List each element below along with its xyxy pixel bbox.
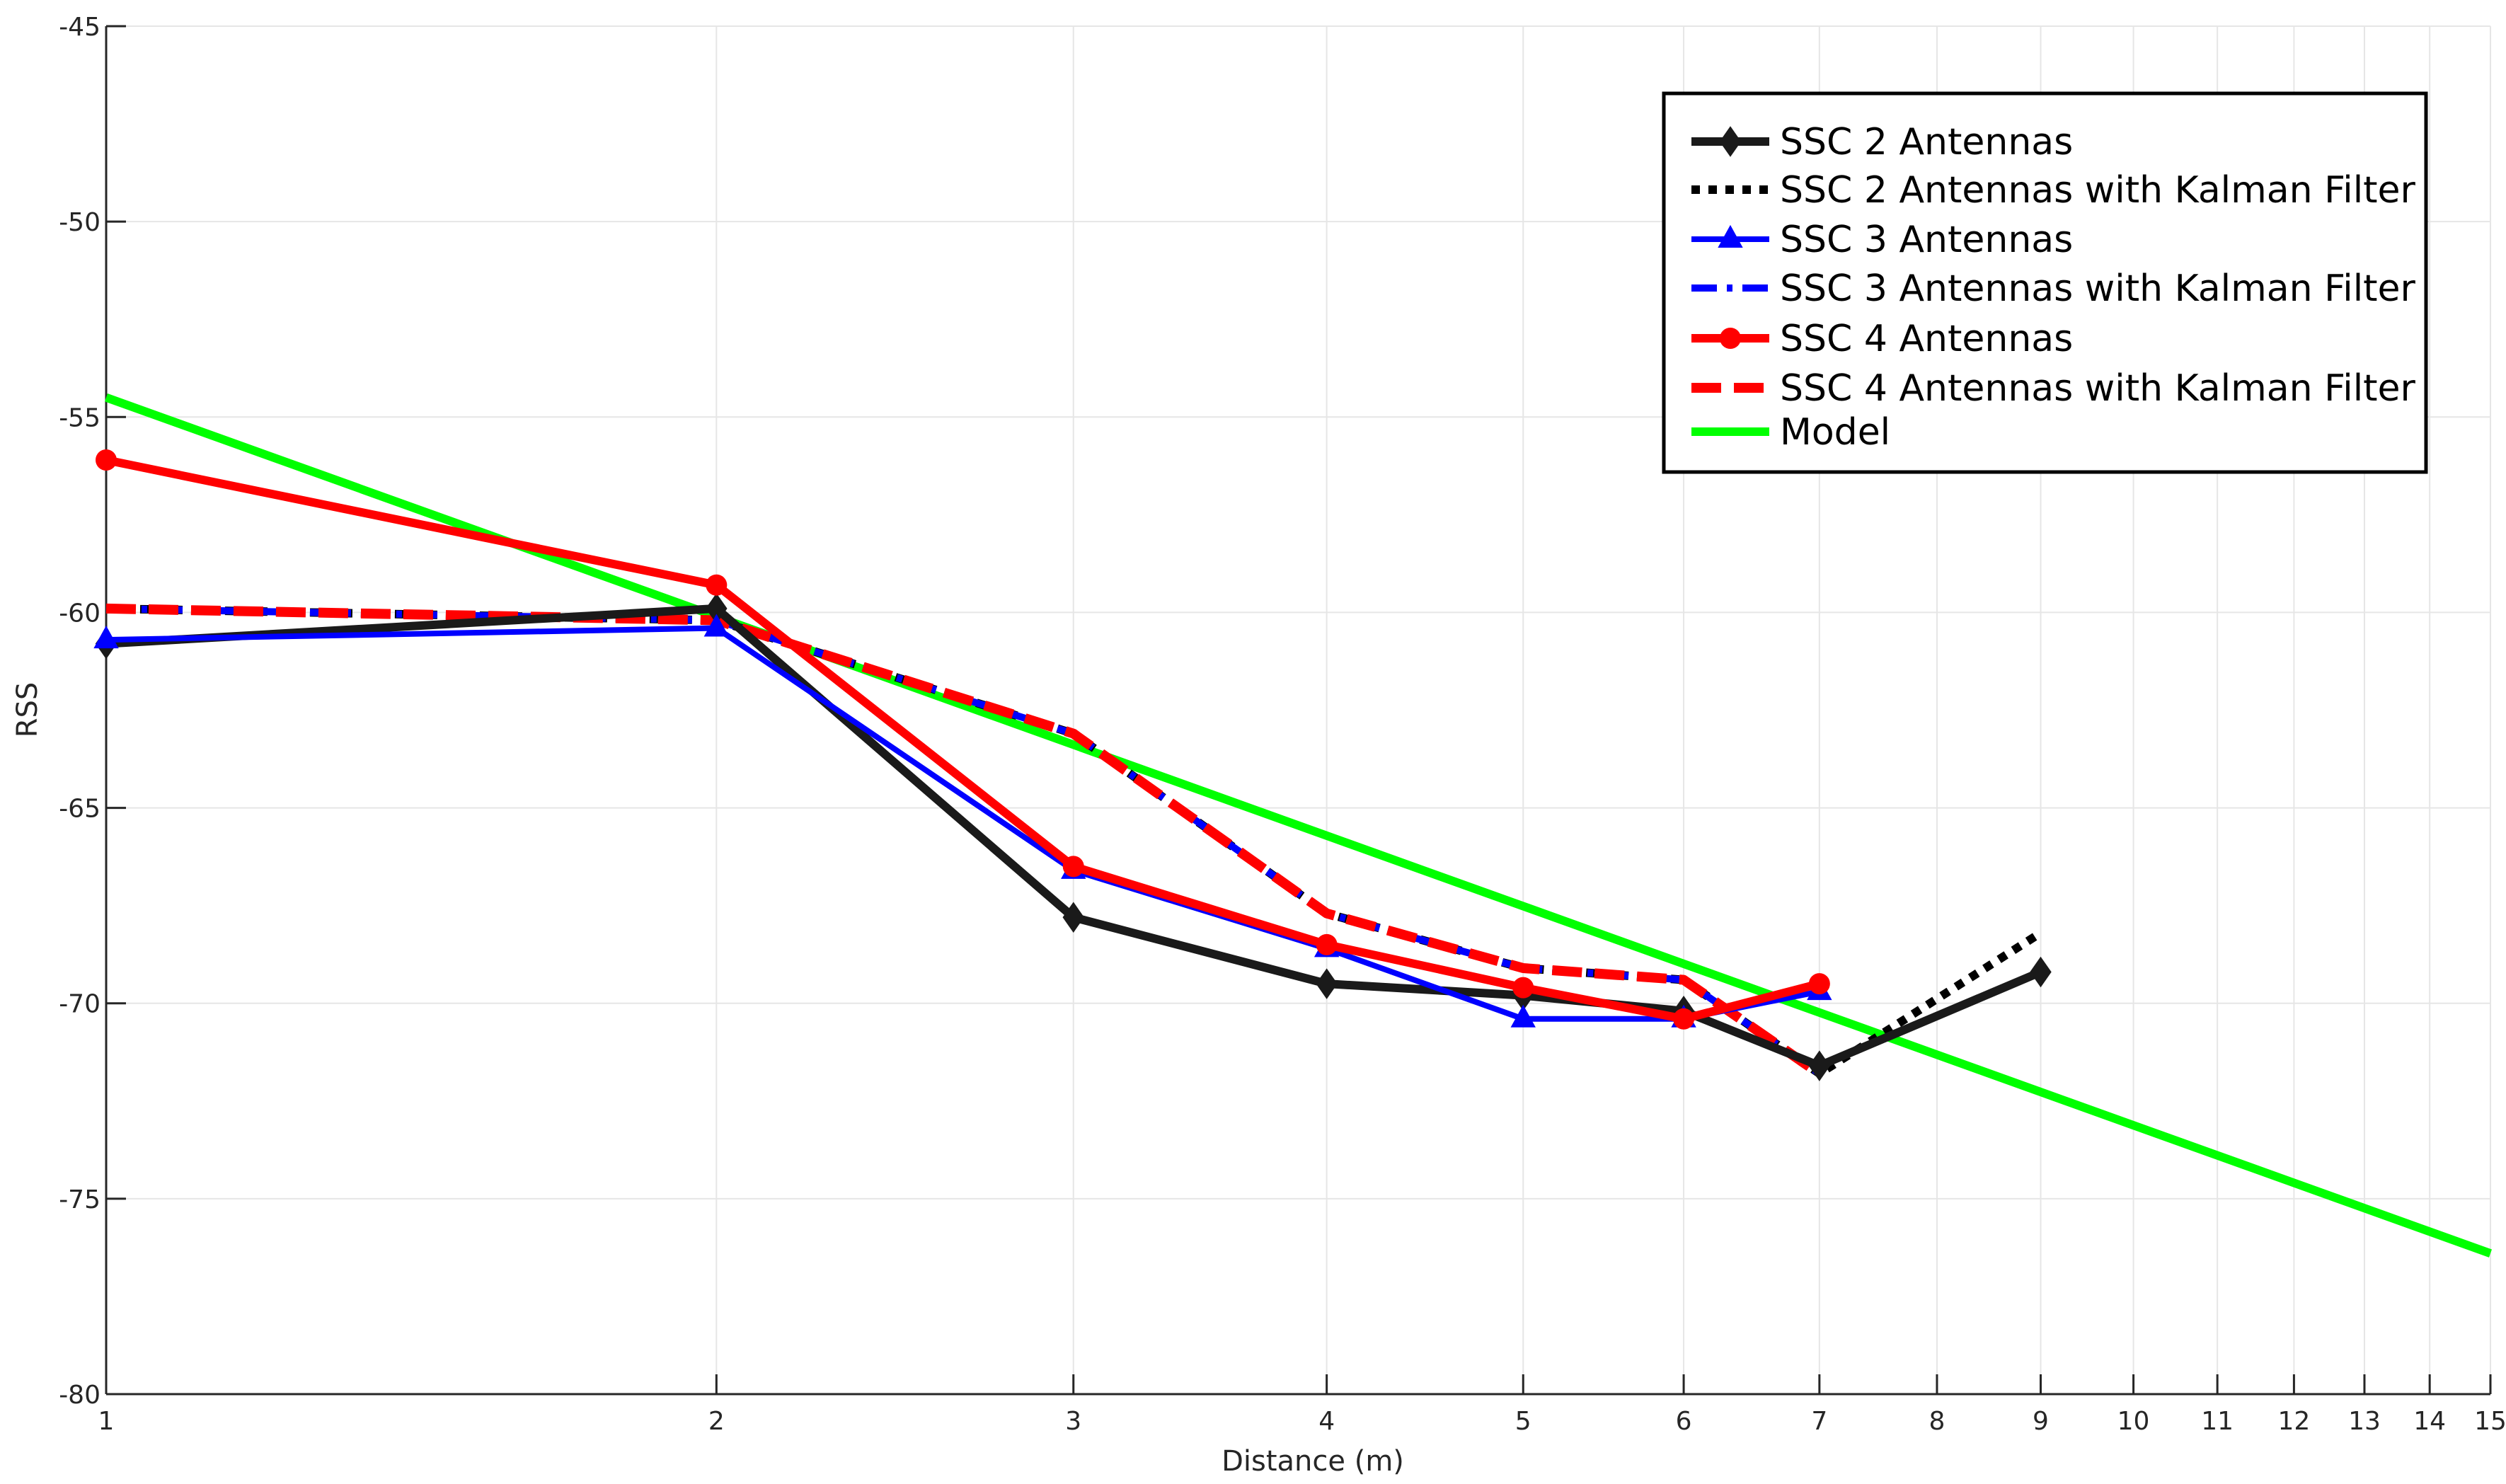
- x-tick-label: 10: [2117, 1407, 2150, 1436]
- x-tick-label: 11: [2201, 1407, 2234, 1436]
- y-tick-label: -70: [59, 990, 100, 1019]
- legend-label: SSC 2 Antennas: [1780, 121, 2073, 163]
- data-point-ssc-3-antennas: [1510, 1004, 1536, 1028]
- legend-marker: [1719, 126, 1742, 157]
- series-ssc-4-antennas: [96, 449, 1830, 1030]
- x-tick-label: 8: [1929, 1407, 1945, 1436]
- x-tick-label: 9: [2033, 1407, 2049, 1436]
- legend-label: SSC 4 Antennas with Kalman Filter: [1780, 367, 2416, 410]
- legend-label: SSC 4 Antennas: [1780, 318, 2073, 360]
- data-point-ssc-2-antennas: [1316, 968, 1338, 999]
- x-tick-label: 13: [2348, 1407, 2381, 1436]
- legend-item-ssc-2-antennas-with-kalman-filter: SSC 2 Antennas with Kalman Filter: [1691, 169, 2416, 212]
- y-axis-title: RSS: [11, 682, 44, 738]
- data-point-ssc-2-antennas: [1808, 1050, 1831, 1081]
- legend-marker: [1718, 224, 1743, 248]
- legend-item-model: Model: [1691, 411, 1890, 454]
- y-tick-label: -50: [59, 208, 100, 237]
- data-point-ssc-4-antennas: [1316, 933, 1338, 955]
- legend-box: [1662, 91, 2428, 474]
- y-tick-label: -75: [59, 1185, 100, 1214]
- y-tick-label: -55: [59, 403, 100, 432]
- data-point-ssc-3-antennas: [703, 614, 730, 637]
- x-tick-label: 12: [2277, 1407, 2310, 1436]
- x-tick-label: 15: [2474, 1407, 2506, 1436]
- y-tick-label: -65: [59, 795, 100, 824]
- data-point-ssc-2-antennas: [1062, 902, 1084, 933]
- x-tick-label: 4: [1318, 1407, 1335, 1436]
- y-tick-label: -60: [59, 599, 100, 628]
- data-point-ssc-4-antennas: [96, 449, 117, 471]
- tick-labels: 1 2 3 4 5 6 7 8 9 10 11 12 13 14 15-45-50-55-60-65-70-…: [59, 13, 2506, 1436]
- x-tick-label: 6: [1676, 1407, 1692, 1436]
- legend-label: Model: [1780, 411, 1890, 454]
- data-point-ssc-4-antennas: [1673, 1008, 1695, 1030]
- x-axis-title: Distance (m): [1222, 1445, 1404, 1478]
- legend-label: SSC 3 Antennas with Kalman Filter: [1780, 268, 2416, 310]
- data-point-ssc-4-antennas: [1808, 973, 1830, 995]
- x-tick-label: 7: [1811, 1407, 1827, 1436]
- x-tick-label: 3: [1065, 1407, 1081, 1436]
- x-tick-label: 2: [708, 1407, 725, 1436]
- legend-item-ssc-3-antennas: SSC 3 Antennas: [1691, 219, 2073, 261]
- y-tick-label: -45: [59, 13, 100, 42]
- data-point-ssc-3-antennas: [93, 626, 119, 649]
- legend-item-ssc-3-antennas-with-kalman-filter: SSC 3 Antennas with Kalman Filter: [1691, 268, 2416, 310]
- data-series: [93, 393, 2493, 1258]
- legend-item-ssc-2-antennas: SSC 2 Antennas: [1691, 121, 2073, 163]
- data-point-ssc-4-antennas: [1062, 856, 1084, 878]
- x-tick-label: 5: [1515, 1407, 1531, 1436]
- legend-item-ssc-4-antennas: SSC 4 Antennas: [1691, 318, 2073, 360]
- legend-label: SSC 2 Antennas with Kalman Filter: [1780, 169, 2416, 212]
- legend-item-ssc-4-antennas-with-kalman-filter: SSC 4 Antennas with Kalman Filter: [1691, 367, 2416, 410]
- data-point-ssc-4-antennas: [706, 574, 728, 596]
- data-point-ssc-4-antennas: [1512, 977, 1534, 999]
- series-line-ssc-2-antennas: [105, 604, 2042, 1071]
- x-tick-label: 14: [2413, 1407, 2446, 1436]
- axes: [105, 26, 2490, 1396]
- y-tick-label: -80: [59, 1381, 100, 1410]
- x-tick-label: 1: [98, 1407, 115, 1436]
- data-point-ssc-2-antennas: [2030, 956, 2052, 988]
- legend: SSC 2 Antennas SSC 2 Antennas with Kalman…: [1662, 91, 2428, 474]
- legend-marker: [1720, 328, 1741, 349]
- legend-label: SSC 3 Antennas: [1780, 219, 2073, 261]
